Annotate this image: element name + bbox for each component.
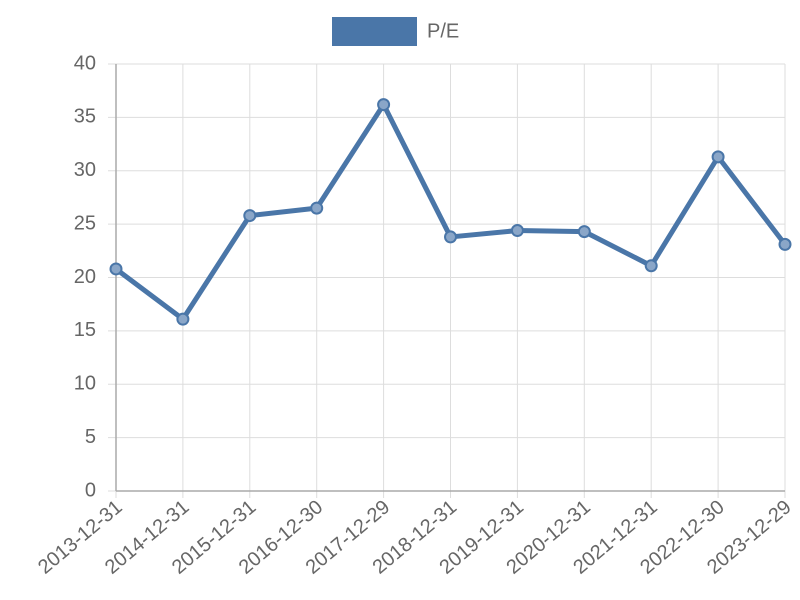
legend-label: P/E (427, 20, 459, 42)
point (778, 237, 792, 251)
y-tick-label: 40 (74, 52, 96, 74)
point (644, 259, 658, 273)
y-tick-label: 0 (85, 479, 96, 501)
point (510, 224, 524, 238)
y-tick-label: 35 (74, 106, 96, 128)
y-tick-label: 5 (85, 426, 96, 448)
y-tick-label: 30 (74, 159, 96, 181)
y-tick-label: 20 (74, 266, 96, 288)
y-tick-label: 15 (74, 319, 96, 341)
y-tick-label: 25 (74, 212, 96, 234)
point (109, 262, 123, 276)
point (243, 209, 257, 223)
point (176, 312, 190, 326)
point (310, 201, 324, 215)
point (444, 230, 457, 244)
point (377, 98, 391, 112)
y-tick-label: 10 (74, 373, 96, 395)
legend-swatch (332, 17, 417, 46)
point (577, 225, 591, 239)
point (711, 150, 725, 164)
